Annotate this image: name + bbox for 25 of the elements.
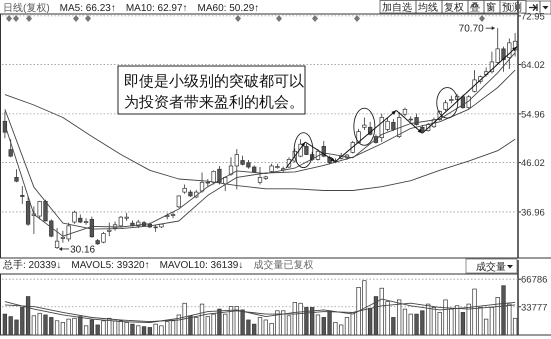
note-box: 即使是小级别的突破都可以为投资者带来盈利的机会。 [118,66,306,114]
text: 复权 [444,2,464,14]
annotation: 日线(复权) [3,2,50,14]
text: 加自选 [382,2,412,14]
text: 成交量已复权 [253,259,314,271]
y-tick-label: 54.96 [521,109,545,120]
annotation: MA5: 66.23↑ [60,3,116,14]
annotation: 30.16 [70,244,96,256]
text: 成交量 [476,261,506,273]
annotation: MA60: 50.29↑ [198,3,260,14]
y-tick-label: 72.95 [521,11,545,22]
annotation: 即使是小级别的突破都可以为投资者带来盈利的机会。 [124,73,304,111]
text: 总手: 20339↓ [2,259,62,271]
y-tick-label: 66786 [521,274,548,286]
text: 均线 [417,2,438,14]
y-tick-label: 33777 [521,302,548,314]
annotation: 70.70 [458,24,484,35]
annotation: MA10: 62.97↑ [126,3,188,14]
y-tick-label: 36.96 [521,207,545,218]
text: 窗 [486,2,496,14]
y-tick-label: 46.02 [521,158,545,170]
text: MAVOL10: 36139↓ [160,260,244,271]
text: 叠 [470,2,480,14]
y-tick-label: 64.02 [521,60,545,72]
text: MAVOL5: 39320↑ [71,260,150,271]
